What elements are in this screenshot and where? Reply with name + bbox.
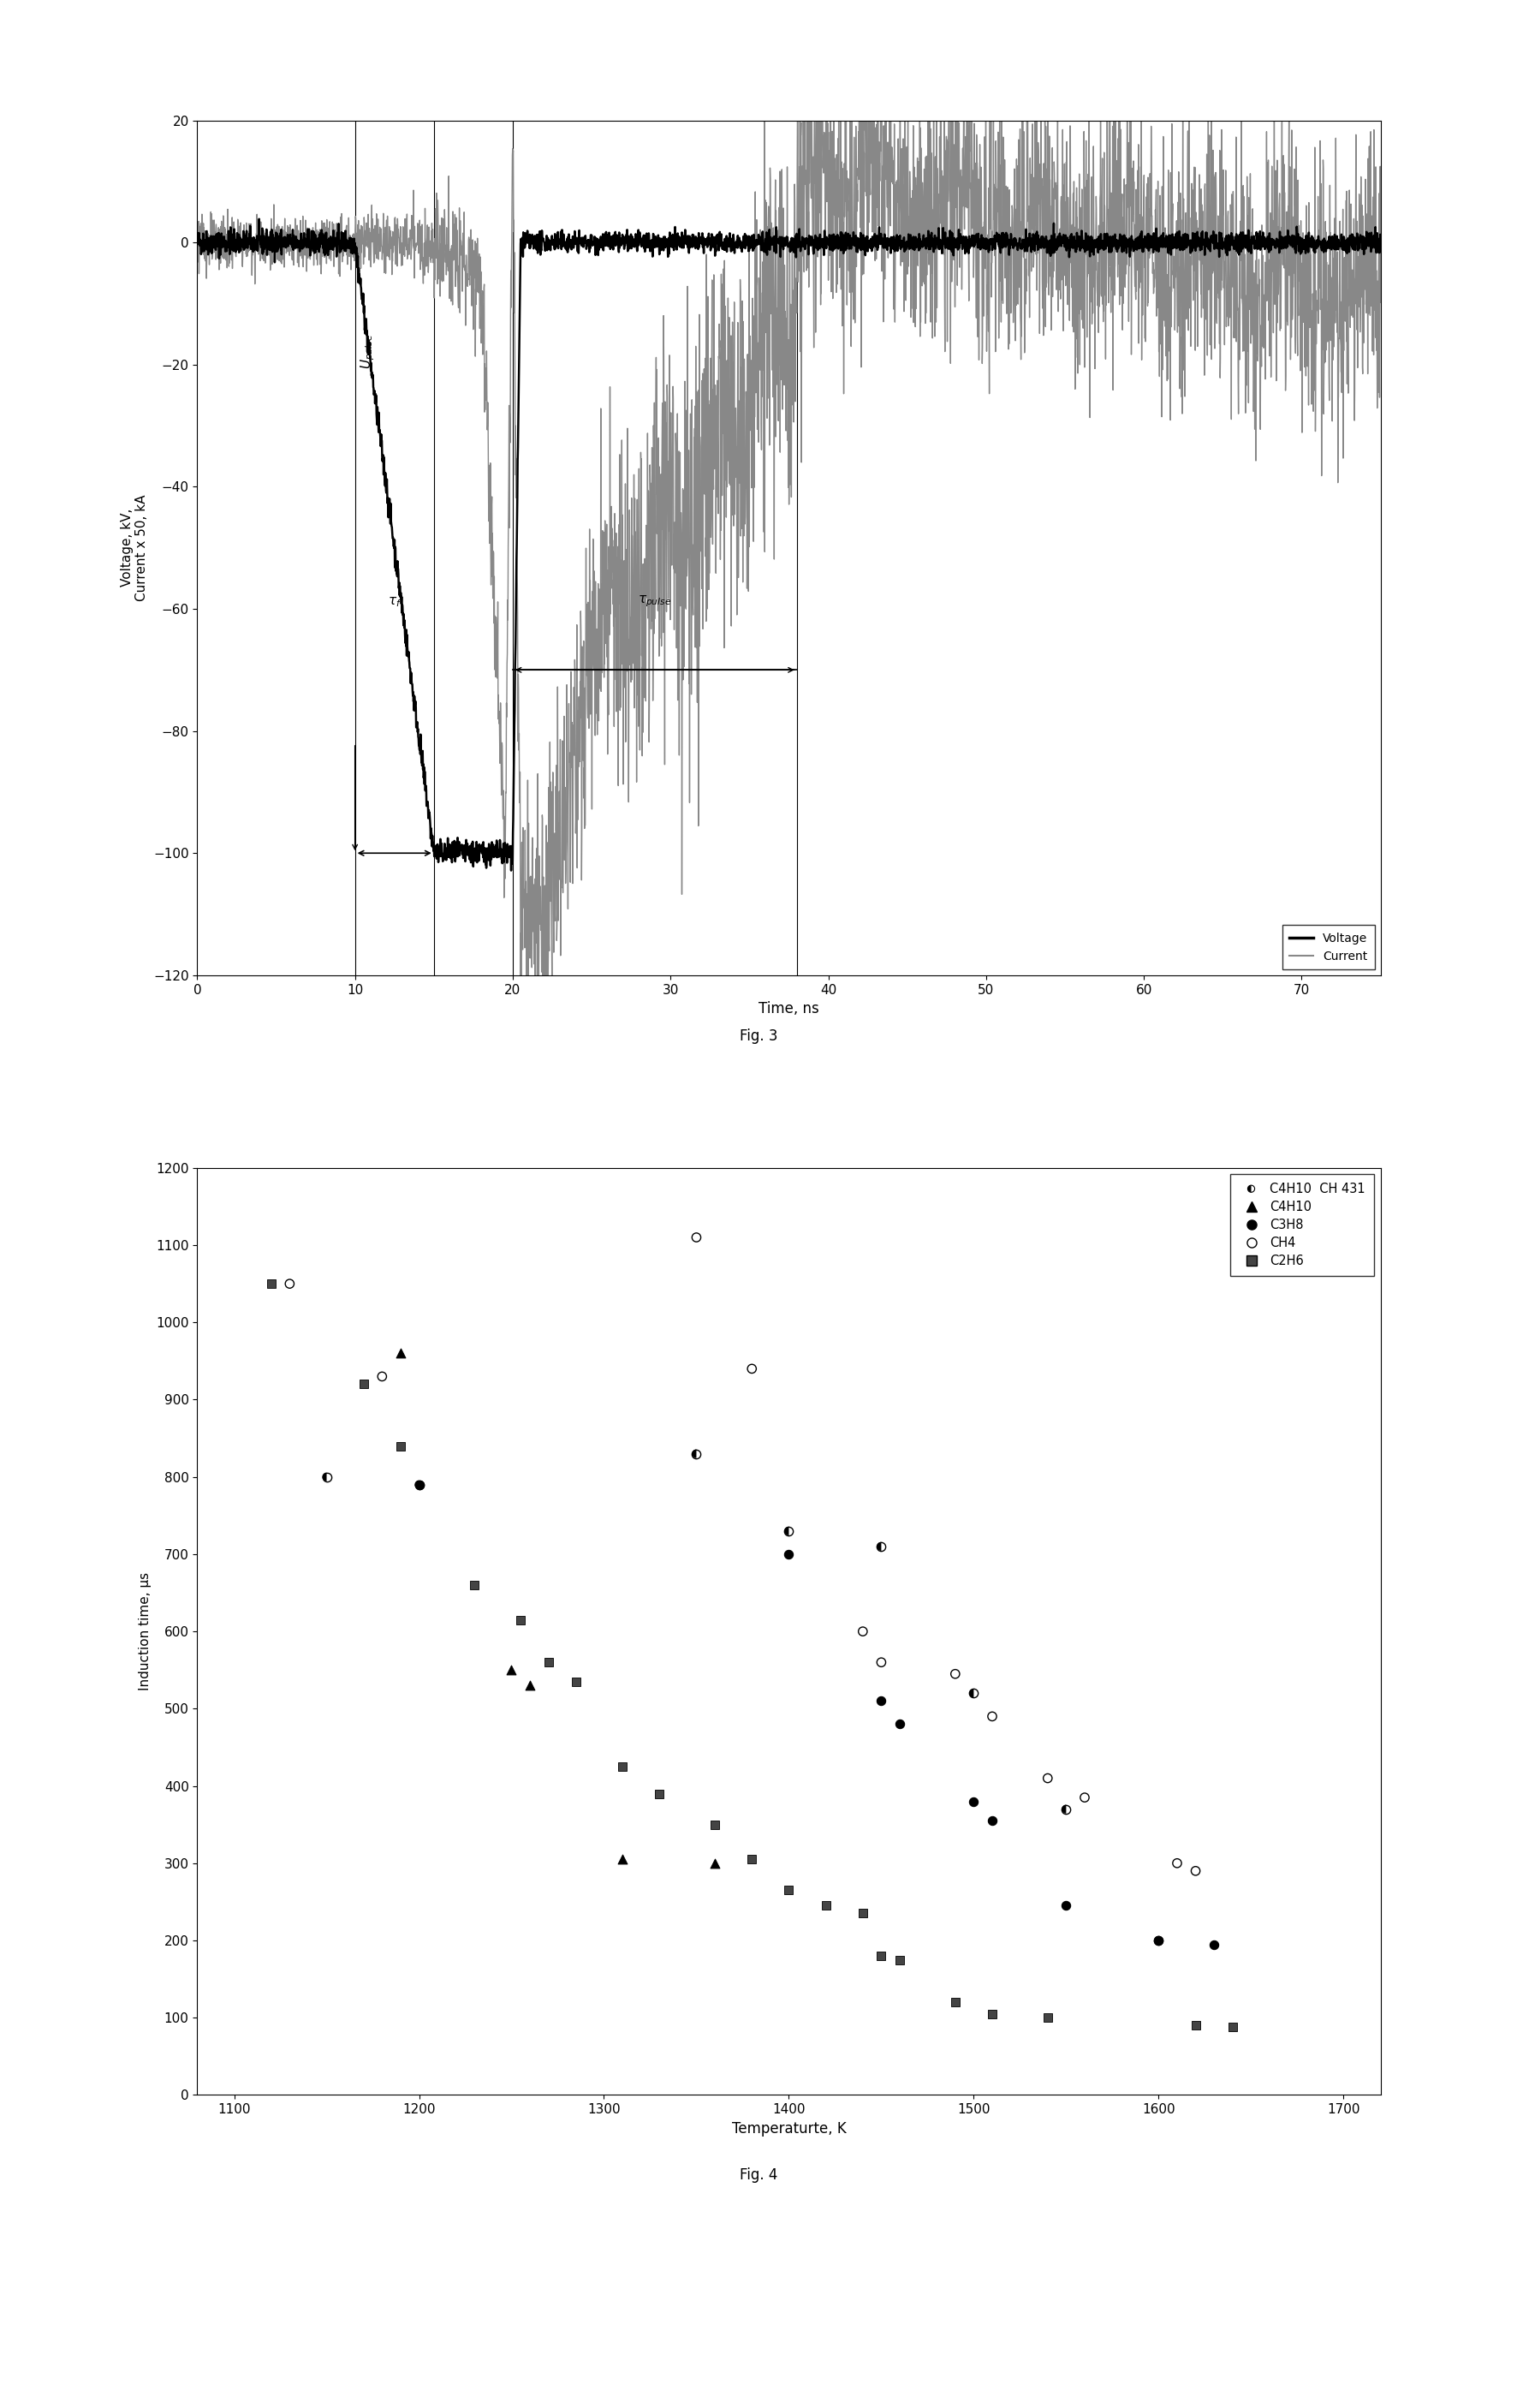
Point: [508, 1601, 532, 1640]
Y-axis label: Induction time, µs: Induction time, µs: [138, 1572, 152, 1690]
Point: [980, 1801, 1004, 1840]
Point: [740, 1840, 765, 1878]
Line: Current: Current: [197, 0, 1380, 1067]
Text: $\tau_{pulse}$: $\tau_{pulse}$: [639, 595, 672, 609]
Voltage: [1371, 226, 1390, 255]
Point: [777, 1512, 801, 1551]
Voltage: [695, 231, 713, 260]
Point: [610, 1748, 634, 1787]
Point: [1054, 1789, 1079, 1828]
Point: [962, 1674, 986, 1712]
Point: [407, 1466, 431, 1505]
Point: [537, 1642, 561, 1681]
Point: [1165, 1845, 1189, 1883]
Point: [1036, 1758, 1060, 1796]
Voltage: [751, 222, 769, 250]
Voltage: [250, 205, 269, 234]
Point: [702, 1806, 727, 1845]
Point: [777, 1512, 801, 1551]
Point: [1201, 1924, 1226, 1963]
Point: [980, 1994, 1004, 2032]
Point: [388, 1426, 413, 1464]
Voltage: [188, 224, 206, 253]
Point: [813, 1885, 837, 1924]
Point: [388, 1334, 413, 1373]
Point: [352, 1365, 376, 1404]
Line: Voltage: Voltage: [197, 219, 1380, 872]
Point: [702, 1845, 727, 1883]
Legend: Voltage, Current: Voltage, Current: [1282, 925, 1374, 970]
Point: [887, 1941, 912, 1979]
Current: [1048, 171, 1066, 200]
Legend: C4H10  CH 431, C4H10, C3H8, CH4, C2H6: C4H10 CH 431, C4H10, C3H8, CH4, C2H6: [1230, 1175, 1374, 1276]
Point: [370, 1358, 394, 1397]
Point: [1183, 1852, 1208, 1890]
Point: [944, 1654, 968, 1693]
Point: [962, 1782, 986, 1820]
Point: [869, 1527, 894, 1565]
Point: [1054, 1789, 1079, 1828]
Point: [684, 1435, 708, 1474]
Point: [314, 1457, 338, 1495]
Point: [259, 1264, 284, 1303]
Text: Fig. 3: Fig. 3: [739, 1028, 778, 1043]
Point: [1183, 2006, 1208, 2044]
Voltage: [1335, 236, 1353, 265]
Point: [869, 1642, 894, 1681]
Point: [278, 1264, 302, 1303]
Point: [1147, 1922, 1171, 1960]
Point: [684, 1435, 708, 1474]
X-axis label: Time, ns: Time, ns: [758, 1002, 819, 1016]
Point: [684, 1218, 708, 1257]
Point: [407, 1466, 431, 1505]
Point: [314, 1457, 338, 1495]
Point: [869, 1681, 894, 1719]
Point: [1147, 1922, 1171, 1960]
Text: Fig. 4: Fig. 4: [739, 2167, 778, 2182]
Point: [1054, 1885, 1079, 1924]
Point: [648, 1775, 672, 1813]
Point: [1220, 2008, 1244, 2047]
Y-axis label: Voltage, kV,
Current x 50, kA: Voltage, kV, Current x 50, kA: [121, 494, 149, 602]
Point: [944, 1984, 968, 2023]
Point: [1147, 1922, 1171, 1960]
Current: [1371, 289, 1390, 318]
Voltage: [1277, 229, 1296, 258]
Current: [188, 241, 206, 270]
Point: [869, 1936, 894, 1975]
Point: [1073, 1777, 1097, 1816]
Point: [740, 1348, 765, 1387]
Point: [564, 1662, 589, 1700]
Voltage: [1048, 234, 1066, 262]
Current: [1277, 361, 1296, 390]
Point: [851, 1895, 875, 1934]
Point: [407, 1466, 431, 1505]
Point: [962, 1674, 986, 1712]
Point: [1036, 1999, 1060, 2037]
Current: [686, 414, 704, 443]
Current: [526, 1052, 545, 1081]
Voltage: [686, 234, 704, 262]
Current: [695, 354, 713, 383]
Text: $U_{pulse}$: $U_{pulse}$: [360, 335, 376, 368]
Point: [887, 1705, 912, 1743]
Text: $\tau_f$: $\tau_f$: [387, 595, 402, 609]
X-axis label: Temperaturte, K: Temperaturte, K: [731, 2121, 846, 2136]
Point: [777, 1534, 801, 1572]
Voltage: [502, 857, 520, 886]
Point: [869, 1527, 894, 1565]
Point: [499, 1652, 523, 1690]
Point: [851, 1613, 875, 1652]
Current: [751, 337, 769, 366]
Current: [1335, 270, 1353, 299]
Point: [463, 1565, 487, 1604]
Point: [517, 1666, 542, 1705]
Point: [777, 1871, 801, 1910]
Point: [980, 1698, 1004, 1736]
Point: [610, 1840, 634, 1878]
